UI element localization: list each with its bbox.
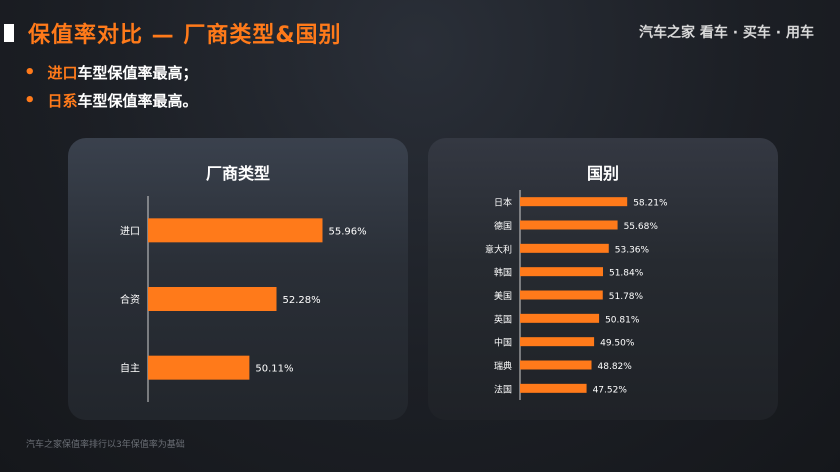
bar	[520, 290, 603, 300]
category-label: 日本	[494, 197, 512, 209]
bar	[520, 197, 628, 207]
bar	[520, 337, 595, 347]
category-label: 自主	[120, 362, 140, 375]
bullet-highlight: 日系	[47, 91, 78, 110]
bar	[520, 383, 587, 393]
category-label: 进口	[120, 225, 140, 237]
value-label: 58.21%	[633, 199, 668, 209]
brand-logo: 汽车之家 看车 · 买车 · 用车	[638, 25, 814, 41]
category-label: 美国	[494, 290, 512, 302]
value-label: 52.28%	[283, 295, 321, 306]
value-label: 49.50%	[600, 339, 635, 349]
bar	[148, 287, 277, 311]
category-label: 英国	[494, 313, 512, 325]
title-bar: 保值率对比 — 厂商类型&国别	[0, 18, 342, 48]
value-label: 55.96%	[329, 226, 367, 237]
bullet-item: • 进口 车型保值率最高；	[24, 58, 198, 86]
value-label: 51.84%	[609, 269, 644, 279]
manufacturer-type-chart: 进口 55.96% 合资 52.28% 自主 50.11%	[120, 196, 367, 402]
country-panel: 国别 日本 58.21% 德国 55.68% 意大利 53.36% 韩国 51.84% 美国 51…	[428, 138, 778, 420]
value-label: 50.81%	[605, 315, 640, 325]
bar	[520, 360, 592, 370]
bar	[520, 313, 600, 323]
bullet-dot-icon: •	[24, 61, 36, 83]
bullet-highlight: 进口	[47, 63, 78, 82]
value-label: 51.78%	[609, 292, 644, 302]
category-label: 韩国	[494, 267, 512, 279]
bar	[520, 220, 618, 230]
bullet-list: • 进口 车型保值率最高； • 日系 车型保值率最高。	[24, 58, 198, 114]
category-label: 意大利	[485, 243, 512, 255]
bullet-text: 车型保值率最高。	[77, 91, 198, 110]
chart-title: 厂商类型	[205, 164, 270, 183]
manufacturer-type-panel: 厂商类型 进口 55.96% 合资 52.28% 自主 50.11%	[68, 138, 408, 420]
category-label: 合资	[120, 293, 140, 306]
bullet-text: 车型保值率最高；	[77, 63, 198, 82]
category-label: 法国	[494, 383, 512, 395]
bar	[148, 218, 323, 243]
bullet-item: • 日系 车型保值率最高。	[24, 86, 198, 114]
category-label: 德国	[494, 220, 512, 232]
value-label: 55.68%	[624, 222, 659, 232]
title-marker	[4, 24, 14, 42]
bar	[520, 267, 603, 277]
page-title: 保值率对比 — 厂商类型&国别	[28, 23, 342, 48]
footnote: 汽车之家保值率排行以3年保值率为基础	[26, 440, 185, 450]
bar	[148, 355, 250, 380]
chart-title: 国别	[586, 164, 619, 183]
category-label: 瑞典	[494, 360, 512, 372]
category-label: 中国	[494, 337, 512, 349]
bullet-dot-icon: •	[24, 89, 36, 111]
value-label: 48.82%	[598, 362, 633, 372]
bar	[520, 243, 609, 253]
value-label: 53.36%	[615, 245, 650, 255]
value-label: 50.11%	[255, 364, 293, 375]
country-chart: 日本 58.21% 德国 55.68% 意大利 53.36% 韩国 51.84% 美国 51.78…	[485, 190, 668, 400]
value-label: 47.52%	[593, 385, 628, 395]
